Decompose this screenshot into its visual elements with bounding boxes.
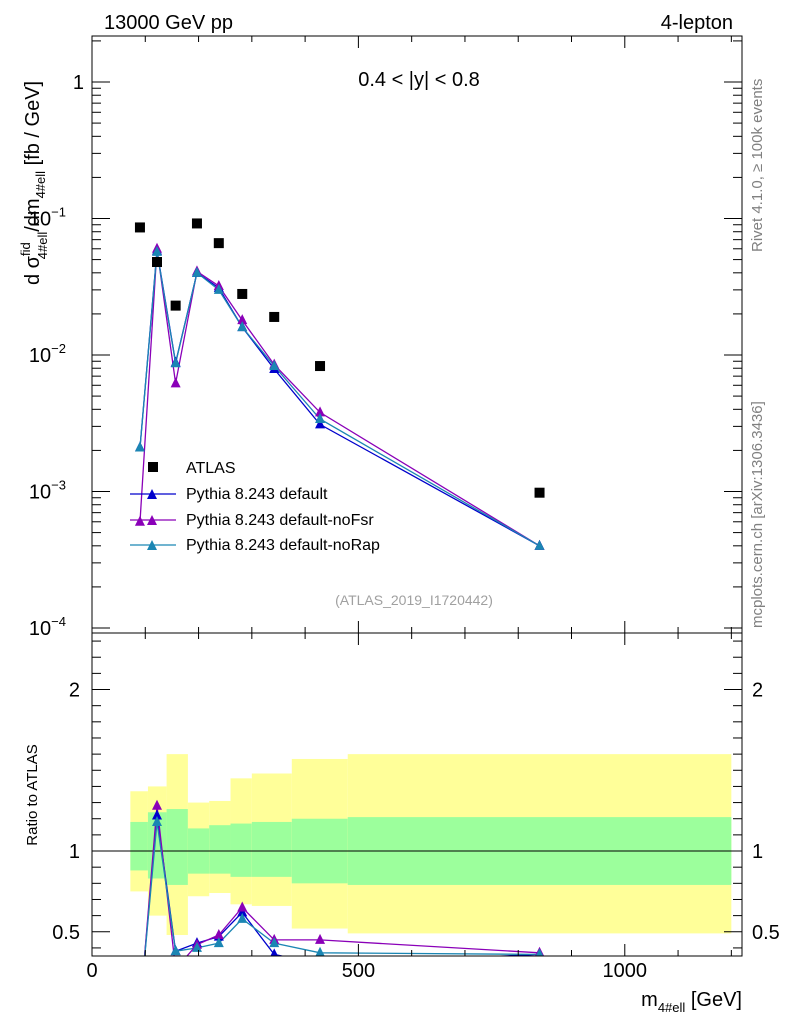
data-point-pythia-8-243-default-norap bbox=[534, 539, 545, 550]
ratio-point-pythia-8-243-default-nofsr bbox=[315, 933, 326, 944]
ratio-axes: 0.5 0.5 1 1 2 2 0 500 1000 bbox=[52, 633, 780, 982]
main-title: 0.4 < |y| < 0.8 bbox=[358, 69, 480, 91]
data-point-atlas bbox=[534, 487, 545, 498]
x-tick-label: 1000 bbox=[603, 960, 648, 982]
ratio-point-pythia-8-243-default-norap bbox=[213, 937, 224, 948]
data-point-atlas bbox=[237, 288, 248, 299]
main-series-markers bbox=[134, 218, 545, 550]
main-y-axis-label-unit: [fb / GeV] bbox=[22, 81, 44, 171]
x-tick-label: 500 bbox=[342, 960, 375, 982]
ratio-point-pythia-8-243-default-norap bbox=[315, 946, 325, 956]
legend-label-norap: Pythia 8.243 default-noRap bbox=[186, 537, 380, 554]
main-y-tick-label: 10−2 bbox=[29, 341, 66, 367]
ratio-band-inner bbox=[230, 823, 252, 877]
ratio-point-pythia-8-243-default bbox=[152, 809, 162, 820]
main-y-axis-label-sub: 4#ell bbox=[35, 232, 50, 260]
ratio-y-tick-label-right: 0.5 bbox=[752, 922, 780, 944]
legend-label-default: Pythia 8.243 default bbox=[186, 486, 328, 503]
x-axis-label-sub: 4#ell bbox=[658, 1000, 686, 1015]
main-y-tick-label: 10−4 bbox=[29, 614, 66, 640]
ratio-y-axis-label: Ratio to ATLAS bbox=[24, 744, 41, 845]
x-axis-label-unit: [GeV] bbox=[685, 989, 742, 1011]
data-point-atlas bbox=[134, 222, 145, 233]
main-y-tick-label: 10−3 bbox=[29, 478, 66, 504]
ratio-frame bbox=[91, 632, 743, 957]
data-point-atlas bbox=[191, 218, 202, 229]
main-y-axis-label-sub2: 4#ell bbox=[33, 171, 48, 199]
ratio-band-inner bbox=[166, 809, 188, 885]
data-point-pythia-8-243-default-norap bbox=[152, 245, 162, 256]
x-axis-label: m4#ell [GeV] bbox=[641, 989, 742, 1015]
ratio-point-pythia-8-243-default-norap bbox=[237, 912, 248, 923]
ratio-band-inner bbox=[251, 821, 292, 877]
x-axis-label-m: m bbox=[641, 989, 658, 1011]
data-point-pythia-8-243-default-norap bbox=[315, 412, 326, 423]
header-rivet-label: Rivet 4.1.0, ≥ 100k events bbox=[749, 79, 766, 252]
ratio-point-pythia-8-243-default-norap bbox=[170, 945, 181, 956]
ratio-y-tick-label-left: 0.5 bbox=[52, 922, 80, 944]
main-axes: 110−110−210−310−4 bbox=[29, 36, 742, 640]
main-y-tick-label-base: 10 bbox=[29, 482, 51, 504]
data-point-pythia-8-243-default-norap bbox=[134, 441, 145, 452]
main-y-tick-label-exp: −2 bbox=[51, 341, 66, 356]
data-point-atlas bbox=[170, 300, 181, 311]
main-y-tick-label-exp: −1 bbox=[51, 205, 66, 220]
main-y-tick-label-base: 10 bbox=[29, 345, 51, 367]
data-point-pythia-8-243-default-nofsr bbox=[237, 314, 248, 325]
main-y-tick-label: 10−1 bbox=[29, 205, 66, 231]
ratio-band-inner bbox=[209, 825, 231, 874]
ratio-y-tick-label-right: 1 bbox=[752, 841, 763, 863]
ratio-point-pythia-8-243-default-norap bbox=[535, 948, 544, 956]
ratio-point-pythia-8-243-default-norap bbox=[269, 937, 280, 948]
legend-marker-nofsr bbox=[147, 515, 157, 525]
data-point-atlas bbox=[315, 361, 326, 372]
x-tick-label: 0 bbox=[86, 960, 97, 982]
ratio-band-inner bbox=[130, 821, 148, 871]
ratio-point-pythia-8-243-default-norap bbox=[152, 815, 162, 826]
ratio-y-tick-label-left: 1 bbox=[69, 841, 80, 863]
data-point-pythia-8-243-default bbox=[315, 418, 326, 429]
main-y-tick-label: 1 bbox=[73, 72, 84, 94]
ratio-series-markers bbox=[152, 799, 545, 956]
main-y-tick-label-exp: −4 bbox=[51, 614, 66, 629]
data-point-pythia-8-243-default-nofsr bbox=[134, 515, 145, 526]
ratio-point-pythia-8-243-default-nofsr bbox=[152, 799, 162, 810]
data-point-pythia-8-243-default-norap bbox=[237, 321, 248, 332]
data-point-atlas bbox=[269, 311, 280, 322]
main-y-tick-label-base: 10 bbox=[29, 209, 51, 231]
legend-marker-norap bbox=[147, 540, 157, 550]
data-point-pythia-8-243-default-norap bbox=[191, 266, 202, 277]
data-point-atlas bbox=[213, 238, 224, 249]
ratio-point-pythia-8-243-default-norap bbox=[191, 941, 202, 952]
data-point-pythia-8-243-default-nofsr bbox=[170, 377, 181, 388]
ratio-point-pythia-8-243-default-nofsr bbox=[213, 929, 224, 940]
data-point-pythia-8-243-default-norap bbox=[213, 283, 224, 294]
legend-label-nofsr: Pythia 8.243 default-noFsr bbox=[186, 512, 374, 529]
ratio-point-pythia-8-243-default-nofsr bbox=[237, 901, 248, 912]
main-y-tick-label-exp: −3 bbox=[51, 478, 66, 493]
ratio-y-tick-label-right: 2 bbox=[752, 680, 763, 702]
data-point-pythia-8-243-default-norap bbox=[269, 360, 280, 371]
main-y-tick-label-base: 10 bbox=[29, 618, 51, 640]
main-y-axis-label: d σfid 4#ell/dm4#ell [fb / GeV] bbox=[18, 81, 50, 285]
watermark: (ATLAS_2019_I1720442) bbox=[335, 592, 493, 608]
legend-marker-atlas bbox=[148, 462, 158, 472]
ratio-y-tick-label-left: 2 bbox=[69, 680, 80, 702]
legend-marker-default bbox=[147, 489, 157, 499]
data-point-atlas bbox=[152, 257, 162, 268]
data-point-pythia-8-243-default-nofsr bbox=[315, 406, 326, 417]
main-y-axis-label-dm: /dm bbox=[22, 198, 44, 231]
data-point-pythia-8-243-default-norap bbox=[170, 357, 181, 368]
header-process-label: 4-lepton bbox=[661, 12, 733, 34]
header-energy-label: 13000 GeV pp bbox=[104, 12, 233, 34]
ratio-point-pythia-8-243-default bbox=[270, 948, 279, 956]
legend-label-atlas: ATLAS bbox=[186, 460, 236, 477]
main-y-axis-label-sup: fid bbox=[18, 242, 33, 256]
main-y-axis-label-sigma: d σ bbox=[22, 255, 44, 285]
legend: ATLAS Pythia 8.243 default Pythia 8.243 … bbox=[130, 460, 380, 554]
header-mcplots-label: mcplots.cern.ch [arXiv:1306.3436] bbox=[749, 401, 766, 628]
